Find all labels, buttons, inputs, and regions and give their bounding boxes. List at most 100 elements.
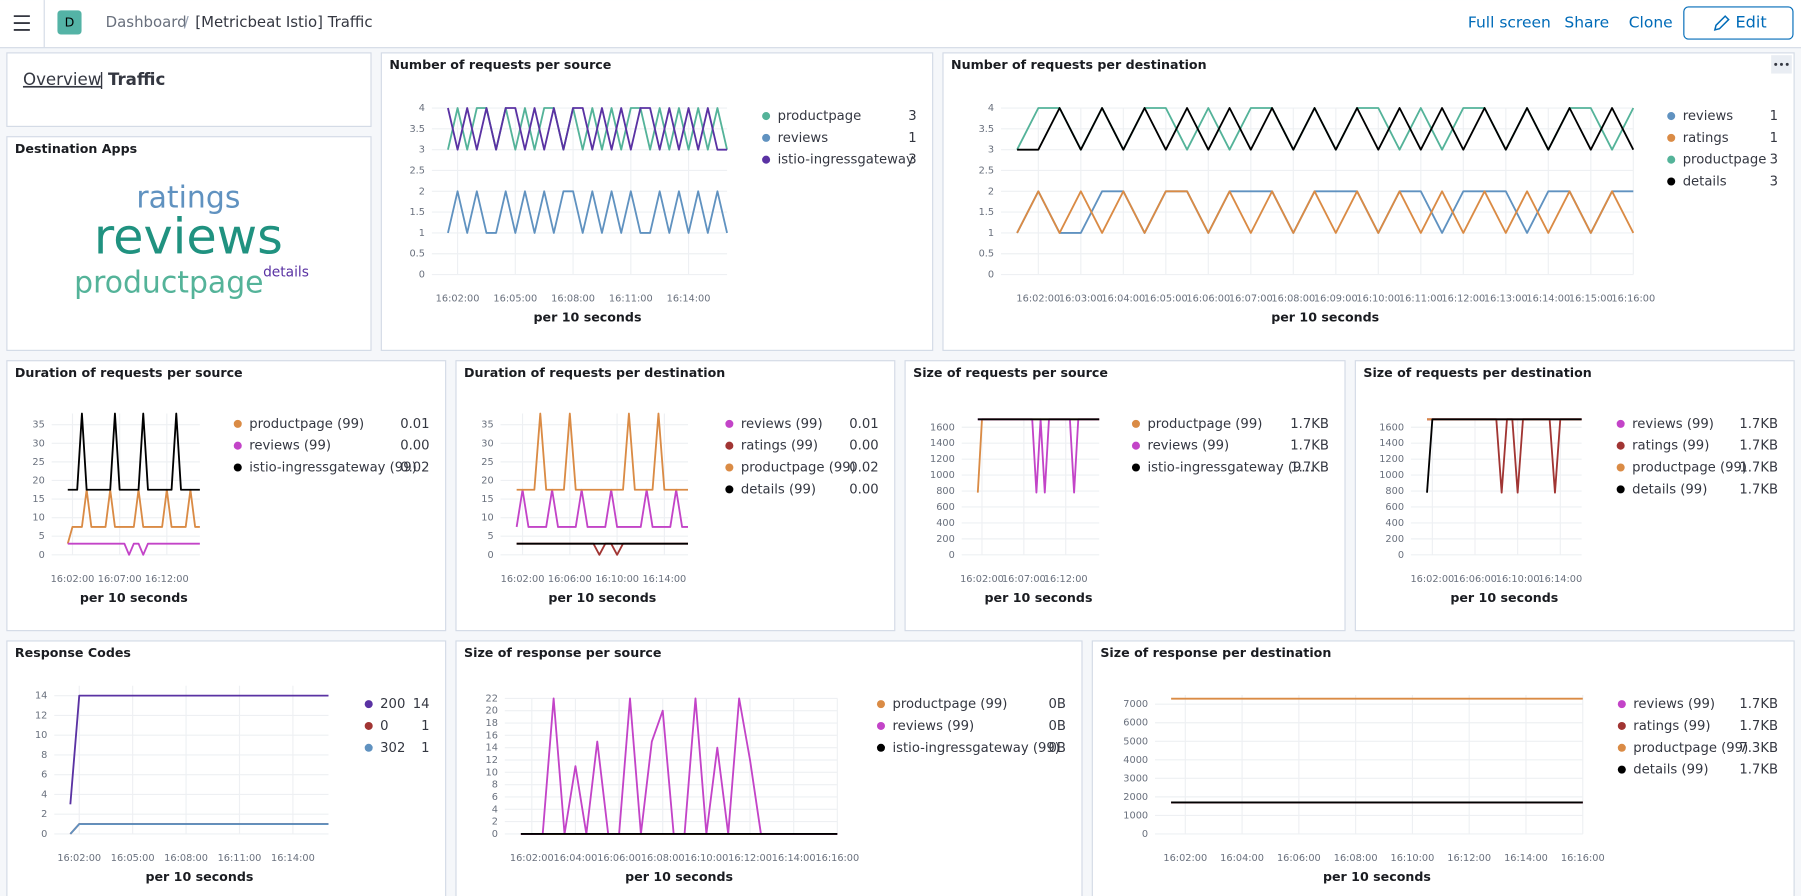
x-axis-label: per 10 seconds	[80, 590, 188, 605]
series-line	[67, 412, 200, 491]
y-tick-label: 10	[32, 513, 44, 524]
x-tick-label: 16:15:00	[1569, 294, 1613, 305]
x-tick-label: 16:14:00	[1538, 574, 1582, 585]
tag-word[interactable]: details	[263, 264, 309, 280]
chart-panel	[904, 360, 1346, 632]
y-tick-label: 1000	[1123, 810, 1148, 821]
legend-label: ratings (99)	[1633, 719, 1710, 734]
legend-swatch	[233, 463, 242, 472]
edit-icon	[1713, 15, 1730, 31]
y-tick-label: 1	[419, 228, 425, 239]
legend-swatch	[233, 441, 242, 450]
menu-button[interactable]	[13, 15, 30, 31]
panel-title: Response Codes	[15, 645, 131, 660]
full-screen-link[interactable]: Full screen	[1468, 14, 1551, 32]
y-tick-label: 20	[32, 475, 44, 486]
y-tick-label: 20	[481, 475, 493, 486]
x-tick-label: 16:14:00	[271, 853, 315, 864]
y-tick-label: 1	[988, 228, 994, 239]
series-line	[69, 694, 329, 805]
x-tick-label: 16:05:00	[493, 294, 537, 305]
x-axis-label: per 10 seconds	[1271, 310, 1379, 325]
legend-swatch	[1617, 700, 1626, 709]
legend-swatch	[725, 485, 734, 494]
series-line	[516, 412, 689, 491]
x-tick-label: 16:02:00	[51, 574, 95, 585]
breadcrumb-current: [Metricbeat Istio] Traffic	[195, 13, 372, 31]
series-line	[69, 823, 329, 835]
panel-title: Size of response per destination	[1100, 645, 1331, 660]
legend-label: istio-ingressgateway (99)	[892, 741, 1060, 756]
legend-value: 3	[908, 109, 916, 124]
x-tick-label: 16:13:00	[1484, 294, 1528, 305]
x-tick-label: 16:08:00	[551, 294, 595, 305]
y-tick-label: 1200	[1379, 454, 1404, 465]
legend-value: 1.7KB	[1739, 697, 1778, 712]
legend-label: productpage (99)	[892, 697, 1007, 712]
x-tick-label: 16:10:00	[1391, 853, 1435, 864]
x-tick-label: 16:03:00	[1059, 294, 1103, 305]
x-tick-label: 16:14:00	[772, 853, 816, 864]
panel-title: Duration of requests per source	[15, 365, 243, 380]
legend-value: 3	[1770, 175, 1778, 190]
legend-value: 14	[413, 697, 430, 712]
legend-label: reviews (99)	[892, 719, 974, 734]
x-tick-label: 16:08:00	[1271, 294, 1315, 305]
overview-link[interactable]: Overview	[23, 70, 101, 89]
x-axis-label: per 10 seconds	[548, 590, 656, 605]
legend-label: productpage (99)	[1147, 417, 1262, 432]
legend-value: 1.7KB	[1290, 417, 1329, 432]
x-axis-label: per 10 seconds	[534, 310, 642, 325]
edit-button[interactable]	[1683, 6, 1794, 40]
tag-cloud-panel	[6, 136, 372, 351]
panel-title: Destination Apps	[15, 141, 137, 156]
x-tick-label: 16:14:00	[1526, 294, 1570, 305]
y-tick-label: 4	[492, 804, 498, 815]
chart-panel	[942, 52, 1795, 351]
y-tick-label: 35	[32, 420, 44, 431]
y-tick-label: 15	[32, 494, 44, 505]
x-tick-label: 16:11:00	[1399, 294, 1443, 305]
series-line	[67, 542, 200, 556]
x-tick-label: 16:02:00	[57, 853, 101, 864]
tag-word[interactable]: productpage	[74, 265, 263, 300]
legend-swatch	[364, 721, 373, 730]
y-tick-label: 4000	[1123, 755, 1148, 766]
x-tick-label: 16:07:00	[1229, 294, 1273, 305]
space-badge[interactable]	[57, 10, 82, 35]
series-line	[515, 488, 689, 528]
y-tick-label: 1600	[1379, 422, 1404, 433]
breadcrumb[interactable]: Dashboard	[106, 13, 187, 31]
y-tick-label: 1.5	[979, 207, 995, 218]
x-tick-label: 16:10:00	[595, 574, 639, 585]
x-tick-label: 16:12:00	[1441, 294, 1485, 305]
y-tick-label: 35	[481, 420, 493, 431]
legend-label: details (99)	[1632, 482, 1707, 497]
legend-label: productpage (99)	[741, 461, 856, 476]
legend-label: ratings (99)	[741, 439, 818, 454]
y-tick-label: 400	[1385, 518, 1404, 529]
tag-word[interactable]: ratings	[136, 180, 240, 215]
chart-panel	[1091, 640, 1795, 896]
x-tick-label: 16:02:00	[960, 574, 1004, 585]
x-axis-label: per 10 seconds	[145, 869, 253, 884]
share-link[interactable]: Share	[1564, 14, 1609, 32]
legend-value: 1.7KB	[1290, 461, 1329, 476]
tag-word[interactable]: reviews	[94, 208, 283, 266]
series-line	[447, 190, 728, 234]
legend-swatch	[1617, 721, 1626, 730]
x-tick-label: 16:02:00	[501, 574, 545, 585]
x-tick-label: 16:08:00	[641, 853, 685, 864]
panel-title: Number of requests per destination	[951, 57, 1207, 72]
legend-value: 0.01	[400, 417, 429, 432]
clone-link[interactable]: Clone	[1629, 14, 1673, 32]
y-tick-label: 0	[492, 829, 498, 840]
x-tick-label: 16:06:00	[548, 574, 592, 585]
y-tick-label: 600	[936, 502, 955, 513]
x-tick-label: 16:12:00	[145, 574, 189, 585]
legend-value: 0.00	[849, 482, 878, 497]
legend-value: 0.02	[400, 461, 429, 476]
y-tick-label: 7000	[1123, 699, 1148, 710]
x-tick-label: 16:04:00	[554, 853, 598, 864]
